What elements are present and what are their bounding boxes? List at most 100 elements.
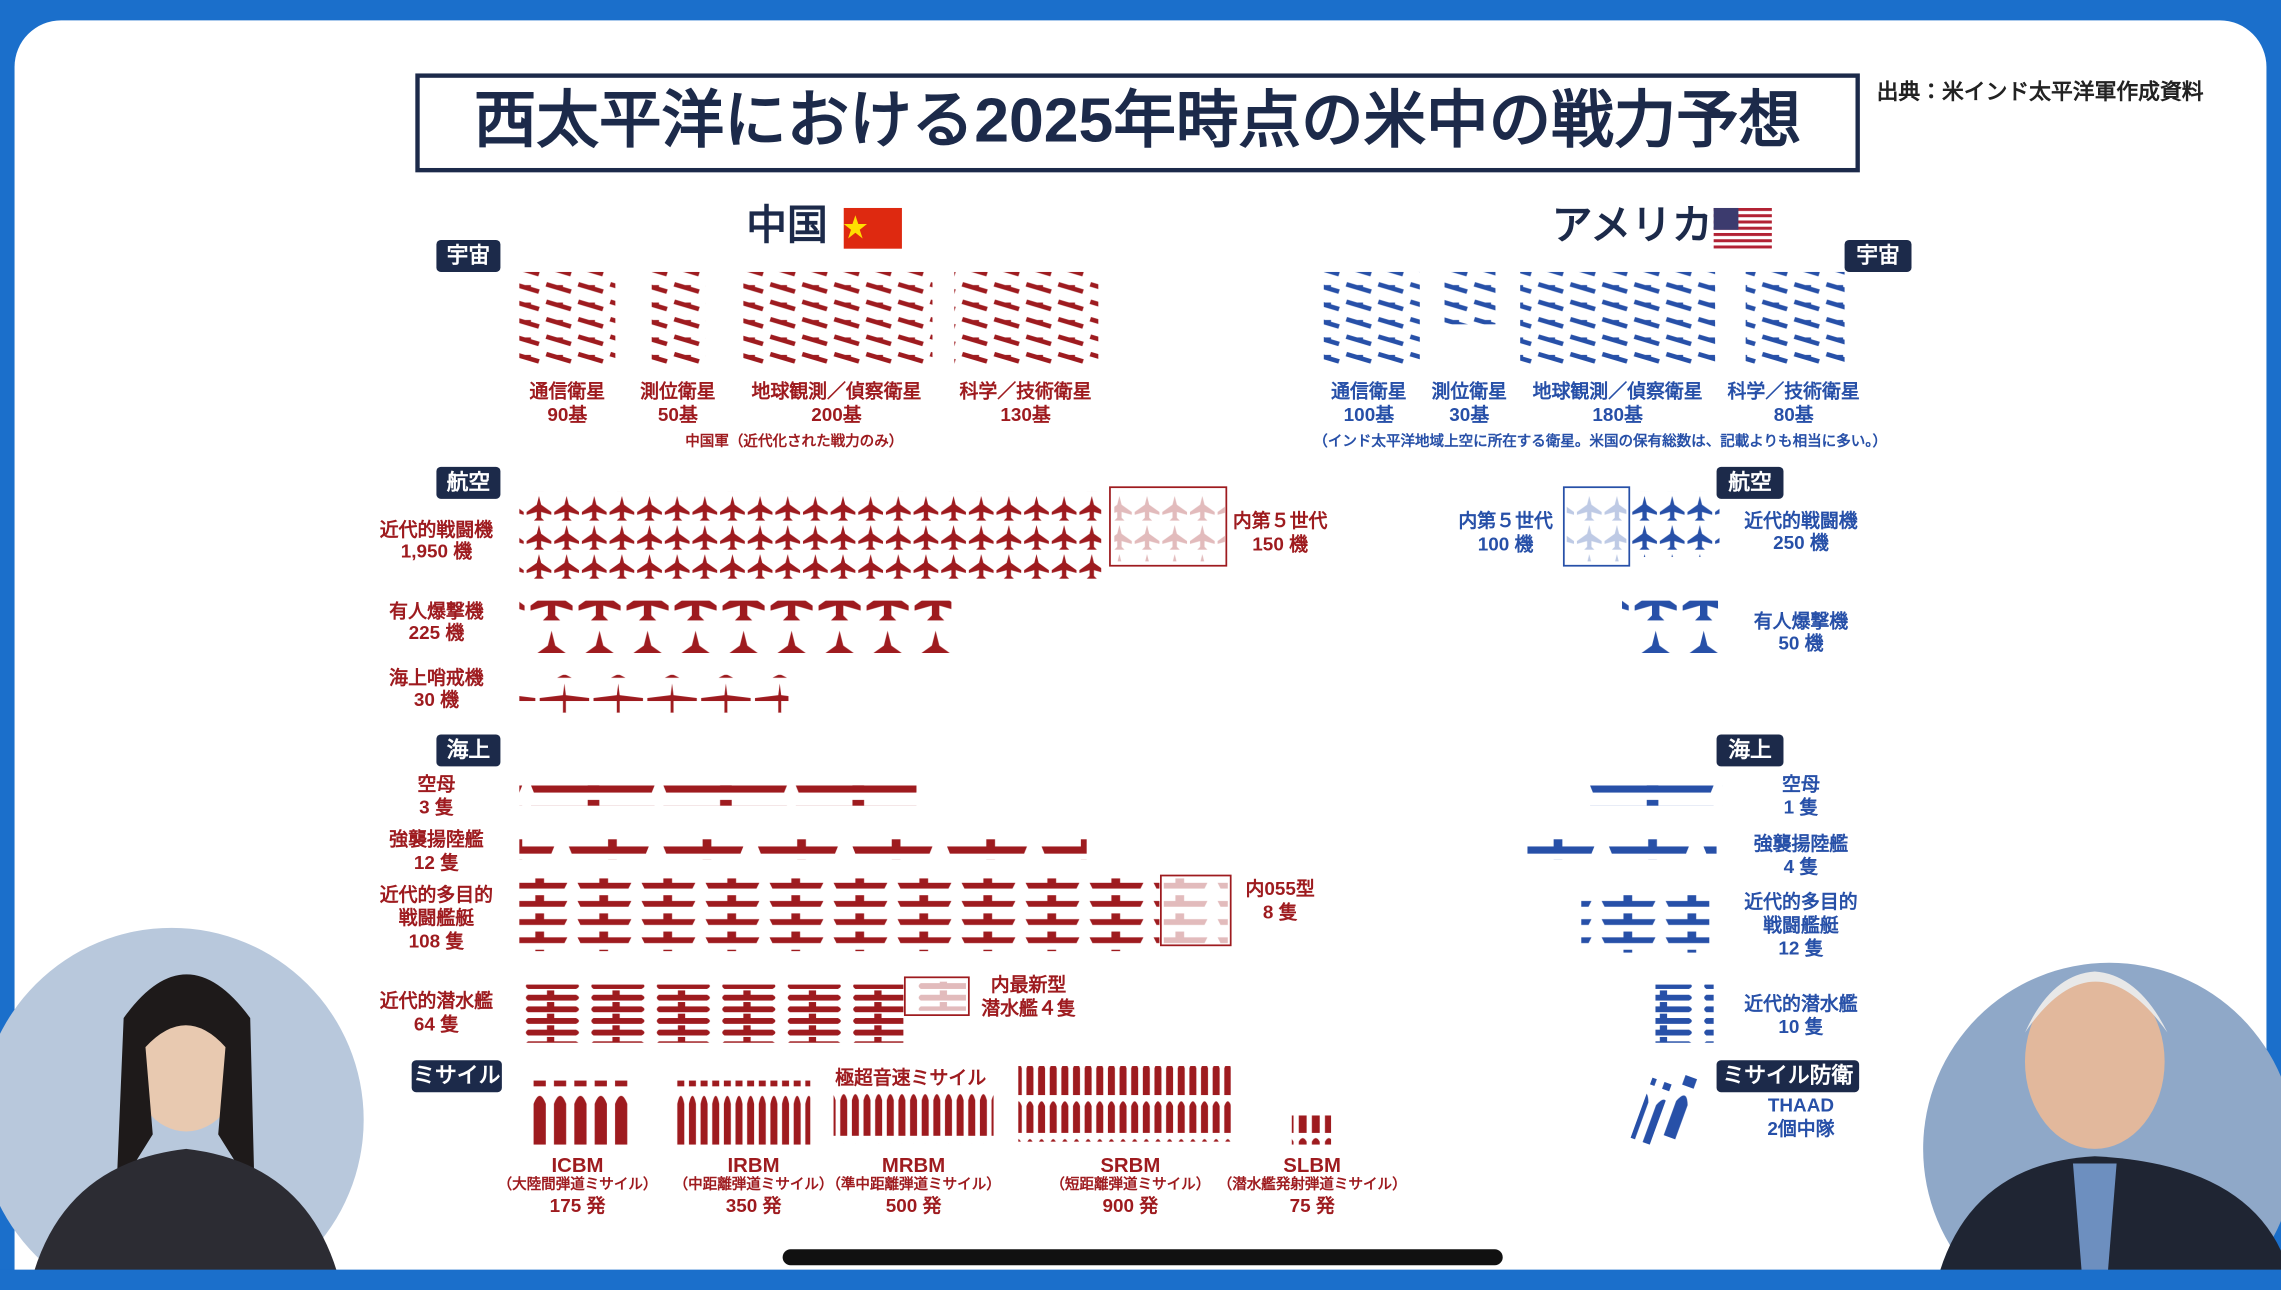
item-label: IRBM bbox=[728, 1155, 780, 1177]
item-label: 地球観測／偵察衛星 bbox=[751, 380, 921, 403]
item-label: 測位衛星 bbox=[1431, 380, 1507, 403]
icon-group bbox=[1655, 984, 1714, 1043]
item-count: 50 機 bbox=[1778, 631, 1823, 654]
item-label: SLBM bbox=[1283, 1155, 1341, 1177]
icon-group bbox=[1566, 491, 1627, 562]
sub-label: 内第５世代 bbox=[1233, 509, 1328, 532]
sub-label: 内最新型 bbox=[991, 973, 1067, 996]
item-count: 90基 bbox=[547, 403, 587, 426]
item-label: 通信衛星 bbox=[1331, 380, 1407, 403]
item-label: 近代的潜水艦 bbox=[380, 989, 493, 1012]
item-count: 225 機 bbox=[409, 621, 465, 644]
item-label: MRBM bbox=[882, 1155, 945, 1177]
icon-group bbox=[1291, 1115, 1332, 1145]
presenter-tie bbox=[2072, 1163, 2117, 1290]
icon-group bbox=[519, 839, 1087, 860]
home-indicator bbox=[782, 1249, 1503, 1266]
icon-group bbox=[1323, 271, 1420, 364]
icon-group bbox=[651, 271, 706, 364]
note: （インド太平洋地域上空に所在する衛星。米国の保有総数は、記載よりも相当に多い。） bbox=[1313, 432, 1887, 450]
flag-star bbox=[843, 215, 868, 239]
icon-group bbox=[1444, 271, 1496, 325]
item-label: 科学／技術衛星 bbox=[1728, 380, 1860, 403]
title: 西太平洋における2025年時点の米中の戦力予想 bbox=[474, 86, 1801, 156]
sub-count: 150 機 bbox=[1252, 532, 1308, 555]
icon-group bbox=[519, 674, 789, 713]
item-count: 50基 bbox=[658, 403, 698, 426]
presenter-right bbox=[1923, 962, 2281, 1290]
icon-group bbox=[907, 981, 966, 1011]
icon-group bbox=[1581, 894, 1710, 953]
item-count: 1,950 機 bbox=[401, 540, 473, 563]
item-label: 近代的戦闘機 bbox=[1744, 509, 1857, 532]
icon-group bbox=[1632, 491, 1720, 558]
item-count: 250 機 bbox=[1773, 531, 1829, 554]
icon-group bbox=[526, 1080, 629, 1145]
section-tag-label: 航空 bbox=[447, 469, 491, 494]
country-label: アメリカ bbox=[1552, 202, 1713, 248]
item-count: 180基 bbox=[1592, 403, 1643, 426]
item-count: 30 機 bbox=[414, 688, 459, 711]
icon-group bbox=[1590, 785, 1723, 806]
item-desc: （大陸間弾道ミサイル） bbox=[498, 1175, 658, 1193]
item-label: THAAD bbox=[1768, 1096, 1834, 1117]
item-count: 64 隻 bbox=[414, 1012, 459, 1035]
item-count: 30基 bbox=[1449, 403, 1489, 426]
highlight-box bbox=[903, 976, 970, 1017]
highlight-box bbox=[1562, 486, 1631, 567]
item-count: 200基 bbox=[811, 403, 862, 426]
icon-group bbox=[1745, 271, 1845, 364]
item-count: 75 発 bbox=[1290, 1194, 1335, 1217]
sub-label: 内055型 bbox=[1245, 877, 1314, 900]
icon-group bbox=[519, 878, 1160, 952]
section-tag-label: ミサイル防衛 bbox=[1722, 1063, 1853, 1088]
section-tag-label: 宇宙 bbox=[1856, 242, 1900, 267]
item-label: 空母 bbox=[1782, 773, 1820, 795]
item-label: 有人爆撃機 bbox=[389, 599, 484, 622]
item-count: 100基 bbox=[1344, 403, 1395, 426]
item-count: 500 発 bbox=[886, 1194, 942, 1217]
icon-group bbox=[519, 491, 1102, 579]
item-desc: （準中距離弾道ミサイル） bbox=[826, 1175, 1000, 1193]
icon-group bbox=[1520, 271, 1716, 364]
source: 出典：米インド太平洋軍作成資料 bbox=[1877, 79, 2204, 104]
item-label: 戦闘艦艇 bbox=[399, 906, 475, 929]
icon-group bbox=[1630, 1077, 1672, 1145]
item-count: 12 隻 bbox=[1778, 937, 1823, 960]
item-count: 1 隻 bbox=[1784, 796, 1819, 819]
bottom-bar bbox=[0, 1269, 2281, 1290]
item-label: 近代的潜水艦 bbox=[1744, 992, 1857, 1015]
icon-group bbox=[519, 271, 616, 364]
item-desc: （短距離弾道ミサイル） bbox=[1050, 1175, 1210, 1193]
item-label: 近代的戦闘機 bbox=[380, 518, 493, 541]
icon-group bbox=[1527, 839, 1717, 860]
country-label: 中国 bbox=[746, 202, 827, 248]
section-tag bbox=[436, 466, 501, 499]
section-tag-label: 航空 bbox=[1728, 469, 1772, 494]
icon-group bbox=[1114, 491, 1225, 562]
item-count: 80基 bbox=[1774, 403, 1814, 426]
item-label: 近代的多目的 bbox=[380, 883, 493, 906]
sub-label: 内第５世代 bbox=[1458, 509, 1553, 532]
item-count: 900 発 bbox=[1102, 1194, 1158, 1217]
presenter-hair bbox=[116, 974, 255, 1193]
sub-count: 100 機 bbox=[1478, 532, 1534, 555]
presenter-hair bbox=[2024, 971, 2168, 1033]
presenter-body bbox=[29, 1148, 342, 1290]
icon-group bbox=[743, 271, 933, 364]
section-tag bbox=[436, 239, 501, 272]
icon-group bbox=[1018, 1066, 1231, 1142]
icon-group bbox=[519, 984, 904, 1043]
section-tag bbox=[411, 1060, 502, 1093]
section-tag-label: 海上 bbox=[447, 737, 491, 762]
item-count: 4 隻 bbox=[1784, 855, 1819, 878]
icon-group bbox=[1622, 600, 1719, 653]
item-count: 175 発 bbox=[550, 1194, 606, 1217]
item-count: 130基 bbox=[1000, 403, 1051, 426]
sub-count: 潜水艦４隻 bbox=[981, 996, 1076, 1019]
item-label: 強襲揚陸艦 bbox=[389, 828, 484, 851]
section-tag-label: 宇宙 bbox=[447, 242, 491, 267]
item-label: 通信衛星 bbox=[530, 380, 606, 403]
